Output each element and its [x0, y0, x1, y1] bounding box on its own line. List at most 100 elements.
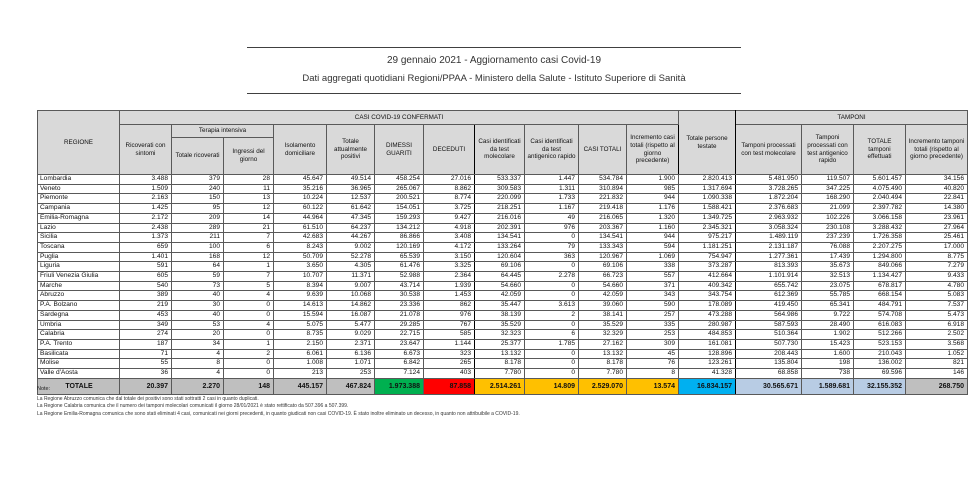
value-cell: 591 — [120, 262, 172, 272]
value-cell: 976 — [424, 310, 475, 320]
value-cell: 0 — [525, 262, 579, 272]
value-cell: 95 — [172, 204, 224, 214]
table-row: Friuli Venezia Giulia60559710.70711.3715… — [38, 272, 968, 282]
value-cell: 29.285 — [375, 320, 424, 330]
value-cell: 0 — [525, 359, 579, 369]
value-cell: 5.473 — [906, 310, 968, 320]
value-cell: 3.150 — [424, 252, 475, 262]
value-cell: 65.539 — [375, 252, 424, 262]
region-name-cell: Liguria — [38, 262, 120, 272]
value-cell: 9.427 — [424, 213, 475, 223]
value-cell: 0 — [525, 369, 579, 379]
value-cell: 0 — [525, 349, 579, 359]
value-cell: 7.780 — [475, 369, 525, 379]
value-cell: 218.251 — [475, 204, 525, 214]
value-cell: 373.287 — [679, 262, 736, 272]
value-cell: 6.061 — [274, 349, 327, 359]
col-header-totale-tamponi: TOTALE tamponi effettuati — [854, 125, 906, 175]
value-cell: 335 — [627, 320, 679, 330]
value-cell: 4 — [224, 320, 274, 330]
value-cell: 35.447 — [475, 301, 525, 311]
value-cell: 1.447 — [525, 175, 579, 185]
covid-daily-report-page: 29 gennaio 2021 - Aggiornamento casi Cov… — [0, 0, 980, 496]
value-cell: 40 — [172, 310, 224, 320]
value-cell: 849.066 — [854, 262, 906, 272]
value-cell: 1.181.251 — [679, 242, 736, 252]
value-cell: 379 — [172, 175, 224, 185]
col-header-ti-totale-ricoverati: Totale ricoverati — [172, 138, 224, 175]
value-cell: 14 — [224, 213, 274, 223]
value-cell: 11.371 — [327, 272, 375, 282]
value-cell: 2.040.494 — [854, 194, 906, 204]
value-cell: 280.987 — [679, 320, 736, 330]
value-cell: 7.537 — [906, 301, 968, 311]
value-cell: 13.132 — [579, 349, 627, 359]
value-cell: 564.986 — [736, 310, 802, 320]
value-cell: 343 — [627, 291, 679, 301]
value-cell: 50.709 — [274, 252, 327, 262]
col-header-casi-antigenico: Casi identificati da test antigenico rap… — [525, 125, 579, 175]
value-cell: 5.083 — [906, 291, 968, 301]
value-cell: 371 — [627, 281, 679, 291]
value-cell: 220.099 — [475, 194, 525, 204]
value-cell: 136.002 — [854, 359, 906, 369]
value-cell: 133.343 — [579, 242, 627, 252]
value-cell: 42.059 — [579, 291, 627, 301]
value-cell: 133.264 — [475, 242, 525, 252]
value-cell: 0 — [224, 310, 274, 320]
value-cell: 168.290 — [802, 194, 854, 204]
value-cell: 309 — [627, 339, 679, 349]
footnotes: Note: La Regione Abruzzo comunica che da… — [37, 386, 937, 418]
value-cell: 32.323 — [475, 330, 525, 340]
value-cell: 587.593 — [736, 320, 802, 330]
col-header-incremento-tamponi: Incremento tamponi totali (rispetto al g… — [906, 125, 968, 175]
value-cell: 178.089 — [679, 301, 736, 311]
value-cell: 3.325 — [424, 262, 475, 272]
value-cell: 76 — [627, 359, 679, 369]
value-cell: 61.642 — [327, 204, 375, 214]
value-cell: 146 — [906, 369, 968, 379]
value-cell: 1.277.361 — [736, 252, 802, 262]
value-cell: 45.647 — [274, 175, 327, 185]
table-row: Emilia-Romagna2.1722091444.96447.345159.… — [38, 213, 968, 223]
value-cell: 1.600 — [802, 349, 854, 359]
value-cell: 14.613 — [274, 301, 327, 311]
value-cell: 60.122 — [274, 204, 327, 214]
notes-label: Note: — [37, 386, 937, 392]
value-cell: 200.521 — [375, 194, 424, 204]
col-header-casi-totali: CASI TOTALI — [579, 125, 627, 175]
value-cell: 55 — [120, 359, 172, 369]
value-cell: 42.059 — [475, 291, 525, 301]
value-cell: 540 — [120, 281, 172, 291]
table-row: Veneto1.5092401135.21636.965265.0678.862… — [38, 184, 968, 194]
value-cell: 2.376.683 — [736, 204, 802, 214]
region-name-cell: Puglia — [38, 252, 120, 262]
value-cell: 23.647 — [375, 339, 424, 349]
value-cell: 944 — [627, 194, 679, 204]
value-cell: 2.345.321 — [679, 223, 736, 233]
value-cell: 0 — [525, 291, 579, 301]
table-row: Molise55801.0081.0716.8422658.17808.1787… — [38, 359, 968, 369]
value-cell: 35.529 — [475, 320, 525, 330]
value-cell: 27.016 — [424, 175, 475, 185]
value-cell: 265 — [424, 359, 475, 369]
value-cell: 35.529 — [579, 320, 627, 330]
value-cell: 53 — [172, 320, 224, 330]
value-cell: 2.963.932 — [736, 213, 802, 223]
table-row: Valle d'Aosta36402132537.1244037.78007.7… — [38, 369, 968, 379]
value-cell: 6 — [224, 242, 274, 252]
value-cell: 323 — [424, 349, 475, 359]
value-cell: 9.722 — [802, 310, 854, 320]
value-cell: 9.433 — [906, 272, 968, 282]
value-cell: 3.058.324 — [736, 223, 802, 233]
value-cell: 0 — [525, 320, 579, 330]
col-header-persone-testate: Totale persone testate — [679, 111, 736, 175]
value-cell: 6 — [525, 330, 579, 340]
note-abruzzo: La Regione Abruzzo comunica che dal tota… — [37, 396, 937, 403]
value-cell: 1.872.204 — [736, 194, 802, 204]
value-cell: 4.075.490 — [854, 184, 906, 194]
value-cell: 8 — [627, 369, 679, 379]
region-name-cell: Lombardia — [38, 175, 120, 185]
value-cell: 2.502 — [906, 330, 968, 340]
value-cell: 49 — [525, 213, 579, 223]
